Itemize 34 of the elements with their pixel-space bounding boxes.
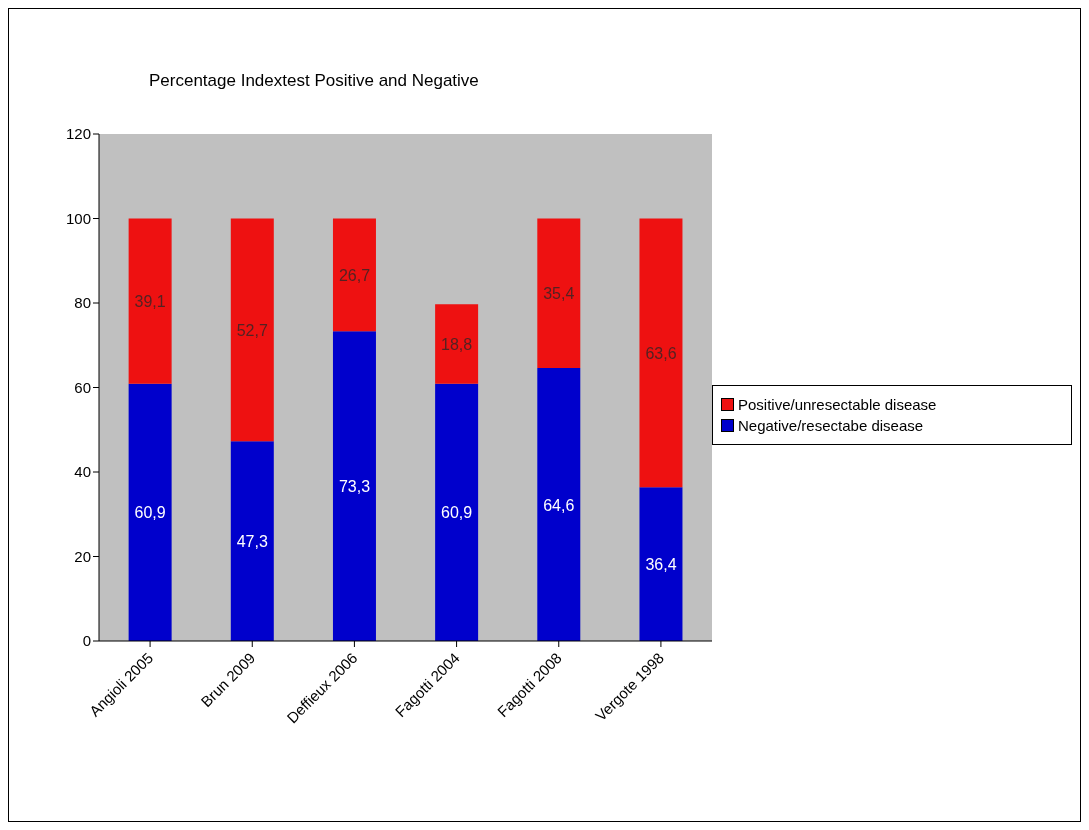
data-label: 64,6 xyxy=(543,496,575,514)
data-label: 60,9 xyxy=(134,504,166,522)
data-label: 47,3 xyxy=(236,533,268,551)
bar xyxy=(639,487,683,641)
bar xyxy=(435,383,479,641)
bar xyxy=(230,441,274,641)
bar xyxy=(332,331,376,641)
data-label: 36,4 xyxy=(645,556,677,574)
y-tick-label: 0 xyxy=(82,632,91,650)
bar xyxy=(435,304,479,384)
bar xyxy=(128,218,172,384)
data-label: 18,8 xyxy=(441,335,473,353)
bar xyxy=(128,383,172,641)
data-label: 35,4 xyxy=(543,285,575,303)
data-label: 39,1 xyxy=(134,293,166,311)
y-tick-label: 20 xyxy=(74,547,91,565)
data-label: 63,6 xyxy=(645,344,677,362)
y-tick-label: 80 xyxy=(74,294,91,312)
y-tick-label: 40 xyxy=(74,463,91,481)
bar xyxy=(537,218,581,369)
data-label: 26,7 xyxy=(338,266,371,284)
data-label: 60,9 xyxy=(441,504,473,522)
chart-title: Percentage Indextest Positive and Negative xyxy=(149,71,479,91)
bar xyxy=(639,218,683,488)
legend-label: Positive/unresectable disease xyxy=(738,396,937,413)
bar xyxy=(537,368,581,641)
data-label: 52,7 xyxy=(236,321,268,339)
data-label: 73,3 xyxy=(338,478,371,496)
bar xyxy=(230,218,274,442)
y-tick-label: 60 xyxy=(74,378,91,396)
bar xyxy=(332,218,376,332)
y-tick-label: 120 xyxy=(65,125,91,143)
y-tick-label: 100 xyxy=(65,209,91,227)
legend-label: Negative/resectabe disease xyxy=(738,417,924,434)
